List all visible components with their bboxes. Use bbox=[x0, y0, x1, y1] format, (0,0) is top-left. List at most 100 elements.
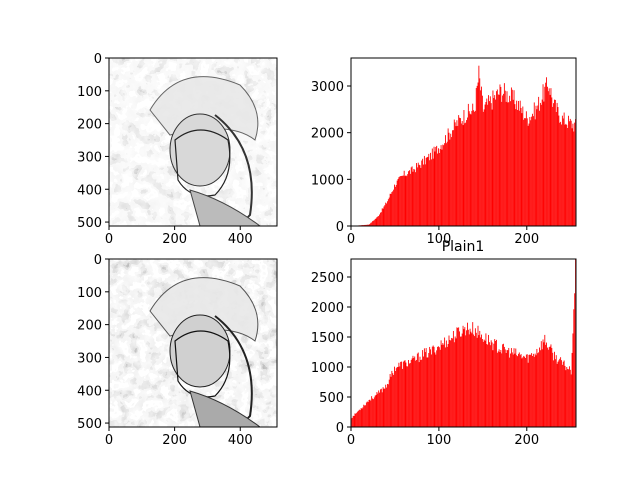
histogram-1-bar bbox=[430, 159, 432, 226]
histogram-2-bar bbox=[567, 368, 569, 427]
histogram-1-bar bbox=[549, 94, 551, 226]
histogram-1-bar bbox=[524, 118, 526, 226]
histogram-2-bar bbox=[397, 366, 399, 427]
histogram-2-bar bbox=[536, 348, 538, 427]
histogram-1-bar bbox=[527, 125, 529, 226]
histogram-1-bar bbox=[381, 208, 383, 226]
histogram-1-bar bbox=[438, 152, 440, 226]
portrait-image-1 bbox=[109, 58, 277, 226]
histogram-2-bar bbox=[406, 366, 408, 427]
histogram-1-bar bbox=[469, 113, 471, 226]
histogram-1-bar bbox=[471, 110, 473, 226]
histogram-2-bar bbox=[554, 351, 555, 427]
histogram-1-bar bbox=[418, 164, 420, 226]
histogram-1-ytick-label: 2000 bbox=[311, 127, 344, 142]
histogram-1-bar bbox=[556, 102, 558, 226]
histogram-2-bar bbox=[364, 405, 366, 427]
histogram-2-bar bbox=[438, 346, 439, 427]
histogram-2-bar bbox=[375, 394, 377, 427]
histogram-2-bar bbox=[531, 353, 533, 427]
histogram-2-bar bbox=[533, 356, 535, 427]
histogram-1-bar bbox=[370, 222, 372, 226]
histogram-1-bar bbox=[477, 82, 479, 227]
histogram-1-bar bbox=[408, 171, 410, 226]
histogram-1-bar bbox=[385, 202, 387, 226]
histogram-1-bar bbox=[481, 86, 482, 226]
histogram-2-bar bbox=[444, 337, 446, 427]
histogram-2-bar bbox=[414, 356, 416, 427]
histogram-2-bar bbox=[484, 340, 486, 427]
histogram-1-bar bbox=[390, 193, 392, 226]
histogram-1-bar bbox=[394, 186, 396, 226]
histogram-2-bar bbox=[452, 338, 453, 427]
histogram-1-bar bbox=[367, 224, 369, 226]
image-1-ytick-label: 0 bbox=[94, 52, 102, 67]
histogram-1-bar bbox=[525, 111, 527, 226]
histogram-2-bar bbox=[467, 322, 468, 427]
histogram-1-bar bbox=[431, 148, 433, 226]
histogram-1-bar bbox=[472, 103, 474, 226]
histogram-2-bar bbox=[469, 328, 471, 427]
histogram-2-bar bbox=[539, 350, 541, 427]
histogram-2-bar bbox=[462, 325, 464, 427]
histogram-1-bar bbox=[511, 89, 513, 226]
histogram-1-bar bbox=[526, 118, 528, 226]
histogram-2-bar bbox=[432, 345, 434, 427]
histogram-1-bar bbox=[401, 175, 403, 226]
histogram-2-bar bbox=[456, 327, 458, 427]
histogram-1-xtick-label: 200 bbox=[514, 232, 539, 247]
chart-title: Plain1 bbox=[442, 239, 485, 255]
histogram-1-bar bbox=[470, 114, 472, 226]
histogram-1-bar bbox=[371, 222, 373, 226]
histogram-2-bar bbox=[546, 347, 548, 427]
histogram-1-bar bbox=[400, 176, 402, 226]
histogram-2-bar bbox=[404, 360, 406, 427]
histogram-2-bar bbox=[363, 404, 365, 427]
histogram-2-bar bbox=[565, 370, 567, 427]
histogram-1-bar bbox=[473, 110, 475, 226]
histogram-1-bar bbox=[563, 112, 565, 226]
histogram-1-bar bbox=[474, 111, 475, 226]
histogram-1-bar bbox=[460, 123, 462, 226]
histogram-2-bar bbox=[403, 360, 405, 427]
histogram-2-bar bbox=[532, 353, 534, 427]
histogram-1-bar bbox=[486, 98, 488, 226]
histogram-1-bar bbox=[562, 118, 564, 226]
histogram-2-bar bbox=[372, 399, 374, 427]
histogram-1-bar bbox=[465, 122, 467, 226]
histogram-1-bar bbox=[538, 96, 540, 227]
histogram-1-bar bbox=[455, 126, 457, 226]
histogram-2-bar bbox=[455, 338, 457, 427]
histogram-1-bar bbox=[389, 193, 391, 226]
histogram-2-bar bbox=[517, 356, 518, 427]
histogram-1-bar bbox=[546, 86, 548, 226]
histogram-2-bar bbox=[370, 400, 372, 427]
histogram-2-bar bbox=[561, 364, 563, 427]
histogram-1-xtick-label: 0 bbox=[347, 232, 355, 247]
histogram-2-bar bbox=[572, 333, 574, 427]
histogram-2-bar bbox=[429, 346, 431, 427]
histogram-1-bar bbox=[548, 88, 550, 226]
histogram-2-bar bbox=[505, 352, 507, 427]
histogram-2-bar bbox=[550, 344, 552, 427]
histogram-1-bar bbox=[409, 170, 410, 226]
histogram-1-bar bbox=[558, 115, 560, 226]
histogram-2-bar bbox=[395, 368, 397, 427]
histogram-1-bar bbox=[541, 99, 543, 226]
histogram-2-bar bbox=[547, 349, 549, 427]
histogram-2-bar bbox=[358, 410, 359, 427]
histogram-2-bar bbox=[392, 373, 394, 427]
histogram-1-bar bbox=[386, 203, 388, 226]
histogram-1-bar bbox=[410, 167, 412, 226]
histogram-1-bar bbox=[554, 99, 556, 226]
histogram-2-bar bbox=[446, 346, 448, 427]
histogram-1-bar bbox=[530, 120, 532, 226]
histogram-2-bar bbox=[483, 339, 485, 427]
portrait-image-2 bbox=[109, 259, 277, 427]
histogram-2-bar bbox=[453, 342, 455, 427]
histogram-1-bar bbox=[382, 208, 384, 226]
histogram-1-bar bbox=[496, 89, 498, 226]
histogram-2-bar bbox=[430, 349, 431, 427]
histogram-2-bar bbox=[507, 350, 509, 427]
histogram-2-bar bbox=[389, 373, 391, 427]
